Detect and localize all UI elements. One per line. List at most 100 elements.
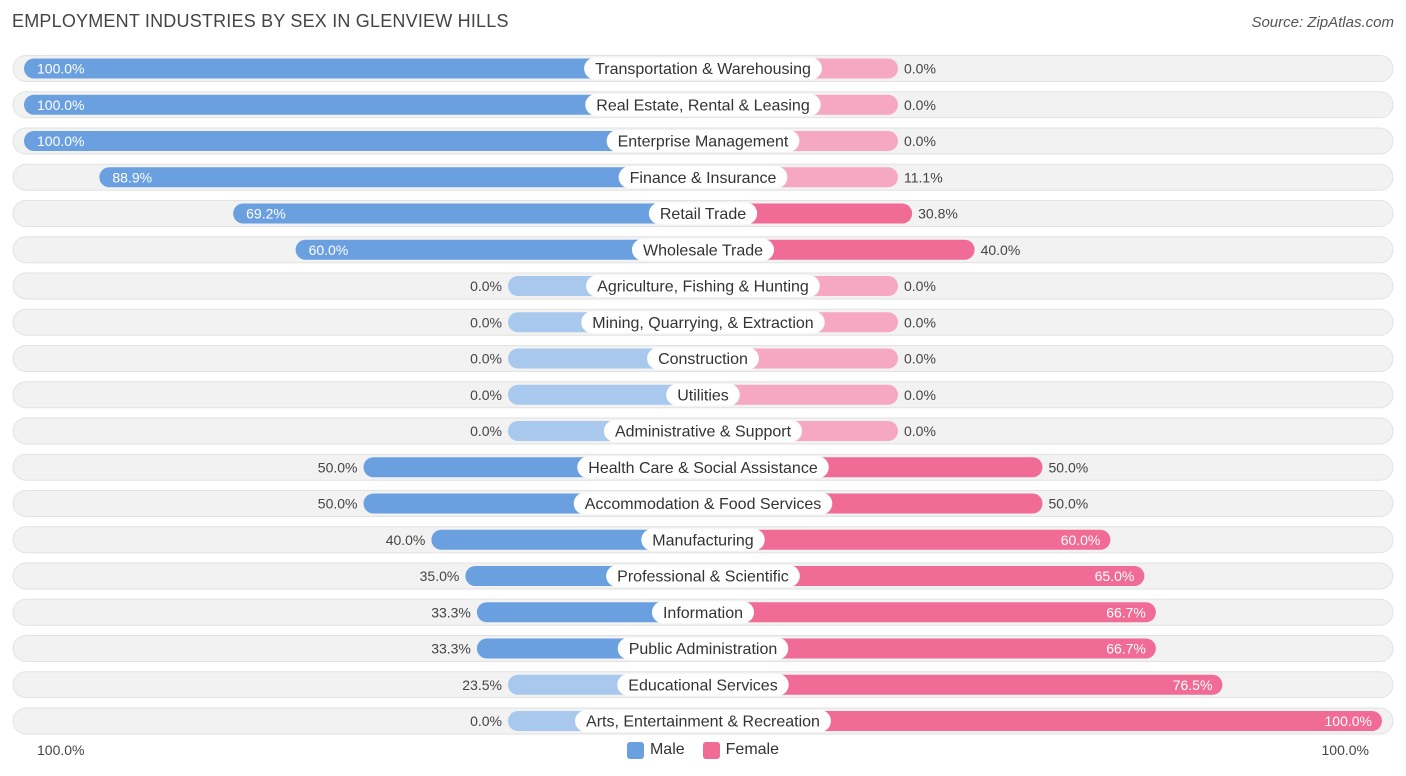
category-pill bbox=[651, 601, 755, 624]
category-pill bbox=[581, 311, 825, 334]
female-value-label: 0.0% bbox=[904, 61, 936, 77]
female-value-label: 50.0% bbox=[1049, 496, 1089, 512]
category-pill bbox=[577, 456, 829, 479]
male-bar bbox=[24, 94, 703, 115]
female-bar bbox=[703, 711, 1382, 731]
category-label: Mining, Quarrying, & Extraction bbox=[592, 315, 813, 332]
category-pill bbox=[647, 347, 759, 370]
category-label: Construction bbox=[658, 351, 748, 368]
category-label: Information bbox=[663, 605, 743, 622]
source-note: Source: ZipAtlas.com bbox=[1251, 14, 1394, 31]
axis-left-label: 100.0% bbox=[37, 742, 85, 758]
category-pill bbox=[584, 57, 822, 80]
male-value-label: 100.0% bbox=[37, 97, 84, 113]
category-pill bbox=[573, 492, 833, 515]
male-bar bbox=[431, 529, 703, 550]
legend-swatch-female bbox=[702, 741, 720, 759]
female-value-label: 66.7% bbox=[1106, 641, 1146, 657]
male-bar bbox=[24, 131, 703, 151]
category-pill bbox=[606, 130, 800, 152]
female-bar bbox=[703, 602, 1156, 623]
male-bar bbox=[24, 58, 703, 79]
female-value-label: 0.0% bbox=[904, 423, 936, 439]
female-value-label: 65.0% bbox=[1095, 568, 1135, 584]
category-label: Enterprise Management bbox=[618, 134, 789, 151]
male-value-label: 0.0% bbox=[470, 713, 502, 729]
category-pill bbox=[641, 528, 765, 551]
chart-plot: 100.0% 0.0% Transportation & Warehousing 10… bbox=[12, 55, 1394, 735]
category-label: Public Administration bbox=[629, 641, 778, 658]
category-label: Wholesale Trade bbox=[643, 242, 763, 259]
female-bar bbox=[703, 529, 1111, 550]
category-label: Utilities bbox=[677, 387, 729, 404]
male-value-label: 100.0% bbox=[37, 61, 84, 77]
male-value-label: 33.3% bbox=[431, 604, 471, 620]
category-pill bbox=[617, 637, 789, 660]
category-pill bbox=[648, 202, 758, 225]
female-value-label: 30.8% bbox=[918, 206, 958, 222]
female-value-label: 0.0% bbox=[904, 278, 936, 294]
legend: Male Female bbox=[0, 741, 1406, 759]
female-value-label: 0.0% bbox=[904, 387, 936, 403]
male-value-label: 0.0% bbox=[470, 387, 502, 403]
male-value-label: 0.0% bbox=[470, 423, 502, 439]
female-value-label: 100.0% bbox=[1325, 713, 1372, 729]
male-bar bbox=[476, 602, 703, 623]
category-pill bbox=[666, 383, 740, 406]
female-value-label: 50.0% bbox=[1049, 459, 1089, 475]
male-value-label: 69.2% bbox=[246, 206, 286, 222]
female-value-label: 66.7% bbox=[1106, 604, 1146, 620]
category-pill bbox=[631, 238, 775, 261]
chart-title: EMPLOYMENT INDUSTRIES BY SEX IN GLENVIEW… bbox=[12, 11, 509, 31]
legend-label-male: Male bbox=[649, 741, 685, 758]
male-value-label: 23.5% bbox=[462, 677, 502, 693]
male-bar bbox=[233, 203, 703, 224]
category-label: Professional & Scientific bbox=[617, 569, 789, 586]
axis-right-label: 100.0% bbox=[1321, 742, 1369, 758]
female-value-label: 40.0% bbox=[981, 242, 1021, 258]
category-label: Agriculture, Fishing & Hunting bbox=[597, 279, 809, 296]
female-bar bbox=[703, 674, 1223, 695]
female-value-label: 76.5% bbox=[1173, 677, 1213, 693]
female-value-label: 0.0% bbox=[904, 97, 936, 113]
male-value-label: 0.0% bbox=[470, 351, 502, 367]
female-value-label: 0.0% bbox=[904, 351, 936, 367]
legend-item-male: Male bbox=[626, 741, 685, 759]
category-label: Health Care & Social Assistance bbox=[588, 460, 818, 477]
category-pill bbox=[606, 565, 800, 587]
category-pill bbox=[586, 275, 820, 297]
legend-label-female: Female bbox=[725, 741, 780, 758]
category-label: Real Estate, Rental & Leasing bbox=[596, 97, 809, 114]
male-bar bbox=[295, 239, 703, 260]
category-label: Transportation & Warehousing bbox=[595, 61, 811, 78]
legend-swatch-male bbox=[626, 741, 644, 759]
male-value-label: 40.0% bbox=[386, 532, 426, 548]
male-value-label: 0.0% bbox=[470, 314, 502, 330]
category-label: Administrative & Support bbox=[615, 424, 792, 441]
legend-item-female: Female bbox=[702, 741, 780, 759]
category-label: Retail Trade bbox=[660, 206, 746, 223]
female-value-label: 60.0% bbox=[1061, 532, 1101, 548]
male-value-label: 60.0% bbox=[309, 242, 349, 258]
male-value-label: 33.3% bbox=[431, 641, 471, 657]
female-value-label: 11.1% bbox=[904, 169, 943, 185]
female-bar bbox=[703, 638, 1156, 659]
category-label: Educational Services bbox=[628, 677, 777, 694]
male-value-label: 50.0% bbox=[318, 496, 358, 512]
category-pill bbox=[575, 710, 831, 732]
female-value-label: 0.0% bbox=[904, 314, 936, 330]
category-pill bbox=[618, 166, 788, 189]
female-bar bbox=[703, 384, 898, 405]
category-label: Manufacturing bbox=[652, 532, 753, 549]
male-bar bbox=[99, 167, 703, 188]
male-bar bbox=[508, 384, 703, 405]
category-pill bbox=[617, 673, 789, 696]
female-bar bbox=[703, 566, 1145, 586]
category-label: Arts, Entertainment & Recreation bbox=[586, 714, 820, 731]
male-value-label: 50.0% bbox=[318, 459, 358, 475]
category-pill bbox=[585, 93, 821, 116]
category-pill bbox=[603, 420, 803, 442]
male-value-label: 100.0% bbox=[37, 133, 84, 149]
category-label: Finance & Insurance bbox=[630, 170, 777, 187]
male-value-label: 0.0% bbox=[470, 278, 502, 294]
